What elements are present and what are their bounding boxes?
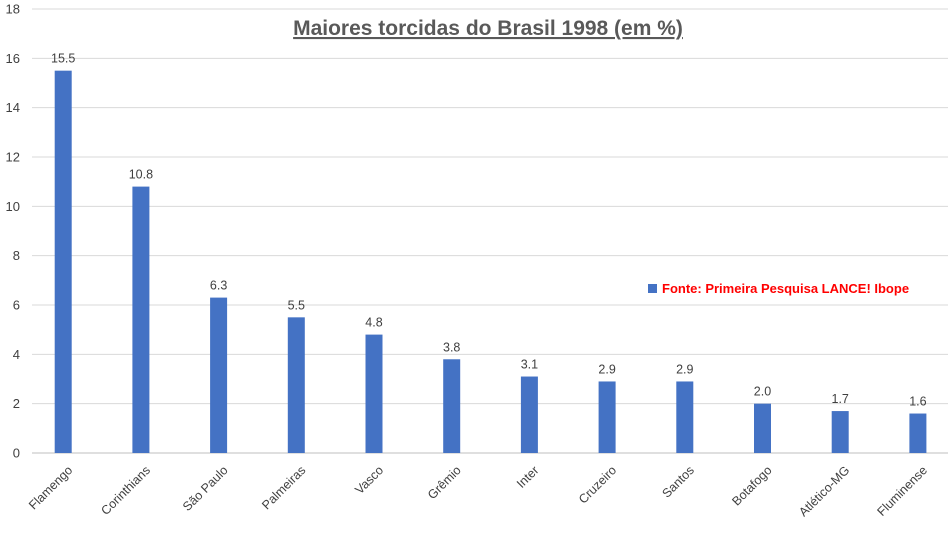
- data-label: 10.8: [129, 168, 153, 182]
- data-label: 4.8: [365, 316, 382, 330]
- data-label: 2.9: [598, 362, 615, 376]
- bars: [54, 70, 927, 454]
- bar: [676, 381, 694, 453]
- x-tick-label: Botafogo: [729, 463, 774, 508]
- x-tick-label: Corinthians: [98, 463, 153, 518]
- legend-label: Fonte: Primeira Pesquisa LANCE! Ibope: [662, 281, 909, 296]
- legend: Fonte: Primeira Pesquisa LANCE! Ibope: [648, 281, 909, 296]
- legend-swatch: [648, 284, 657, 293]
- bar: [54, 70, 72, 454]
- y-tick-label: 16: [6, 51, 20, 66]
- x-tick-labels: Flamengo Corinthians São Paulo Palmeiras Vas…: [26, 463, 930, 519]
- bar: [754, 403, 771, 453]
- y-tick-label: 12: [6, 150, 20, 165]
- y-tick-label: 0: [13, 446, 20, 461]
- y-tick-label: 14: [6, 100, 20, 115]
- x-tick-label: Atlético-MG: [796, 463, 852, 519]
- x-tick-label: Palmeiras: [259, 463, 308, 512]
- x-tick-label: Cruzeiro: [576, 463, 619, 506]
- gridlines: [32, 8, 948, 454]
- data-label: 3.8: [443, 340, 460, 354]
- bar: [598, 381, 616, 453]
- y-tick-label: 10: [6, 199, 20, 214]
- bar: [287, 317, 305, 453]
- bar: [210, 297, 228, 453]
- y-tick-label: 4: [13, 347, 20, 362]
- data-label: 15.5: [51, 52, 75, 66]
- bar: [520, 376, 538, 453]
- chart-title: Maiores torcidas do Brasil 1998 (em %): [293, 17, 683, 40]
- bar: [365, 334, 383, 453]
- y-tick-label: 2: [13, 396, 20, 411]
- data-label: 2.9: [676, 362, 693, 376]
- y-tick-label: 8: [13, 248, 20, 263]
- x-tick-label: Grêmio: [425, 463, 464, 502]
- x-tick-label: Inter: [514, 463, 542, 491]
- data-labels: 15.5 10.8 6.3 5.5 4.8 3.8 3.1 2.9 2.9 2.0 1.7 1.6: [51, 52, 927, 409]
- x-tick-label: Flamengo: [26, 463, 75, 512]
- data-label: 1.7: [832, 392, 849, 406]
- bar: [132, 186, 150, 453]
- x-tick-label: Fluminense: [874, 463, 930, 519]
- data-label: 3.1: [521, 358, 538, 372]
- data-label: 2.0: [754, 385, 771, 399]
- data-label: 5.5: [288, 298, 305, 312]
- bar: [909, 413, 927, 453]
- data-label: 6.3: [210, 279, 227, 293]
- x-tick-label: São Paulo: [180, 463, 231, 514]
- data-label: 1.6: [909, 395, 926, 409]
- y-tick-label: 6: [13, 298, 20, 313]
- y-tick-labels: 0 2 4 6 8 10 12 14 16 18: [6, 2, 20, 461]
- bar: [831, 411, 849, 453]
- y-tick-label: 18: [6, 2, 20, 17]
- x-tick-label: Vasco: [352, 463, 386, 497]
- x-tick-label: Santos: [659, 463, 696, 500]
- bar: [443, 359, 461, 453]
